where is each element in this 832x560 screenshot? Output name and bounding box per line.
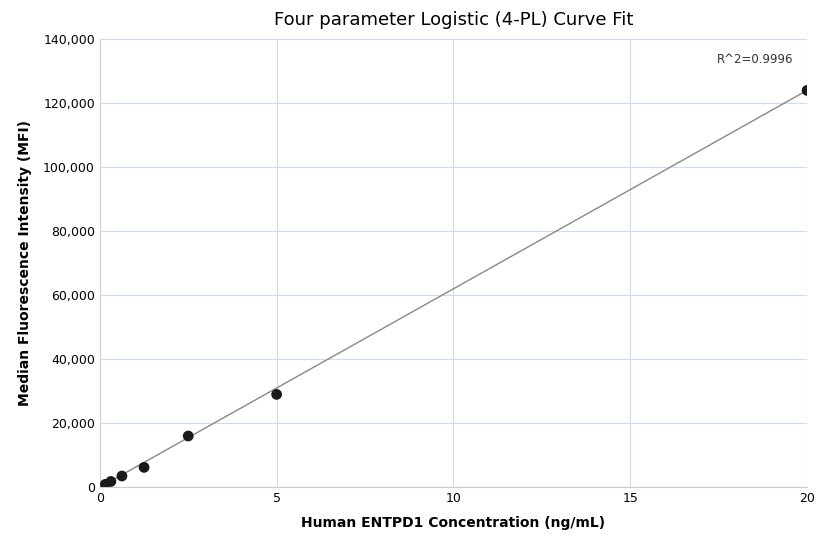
Point [104, 477, 117, 486]
Text: R^2=0.9996: R^2=0.9996 [716, 53, 793, 66]
Point [270, 390, 283, 399]
Point [137, 463, 151, 472]
Title: Four parameter Logistic (4-PL) Curve Fit: Four parameter Logistic (4-PL) Curve Fit [274, 11, 633, 29]
Point [181, 432, 195, 441]
Y-axis label: Median Fluorescence Intensity (MFI): Median Fluorescence Intensity (MFI) [18, 120, 32, 406]
Point [800, 86, 814, 95]
Point [116, 472, 129, 480]
Point [99, 480, 112, 489]
X-axis label: Human ENTPD1 Concentration (ng/mL): Human ENTPD1 Concentration (ng/mL) [301, 516, 606, 530]
